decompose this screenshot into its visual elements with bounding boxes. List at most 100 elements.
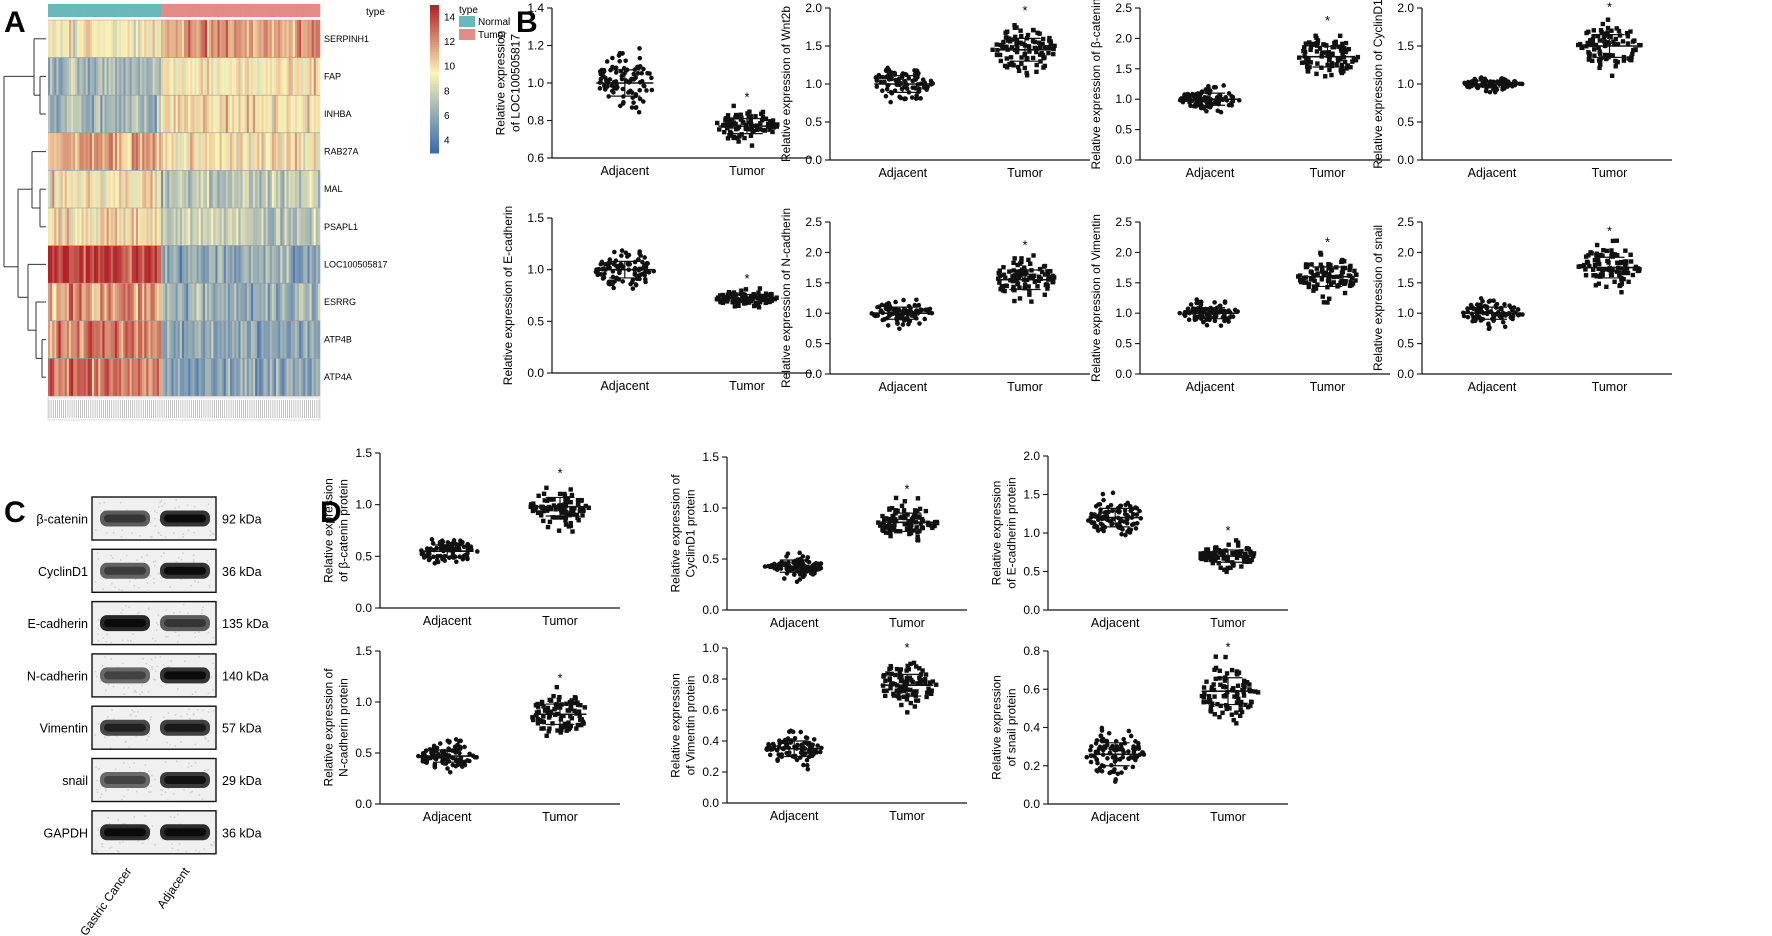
heatmap-cell [309, 208, 312, 246]
heatmap-cell [129, 245, 132, 284]
data-point [770, 129, 775, 135]
heatmap-cell [236, 95, 239, 134]
data-point [1626, 279, 1631, 284]
heatmap-cell [217, 170, 220, 209]
data-point [571, 512, 577, 517]
heatmap-cell [286, 358, 289, 397]
heatmap-cell [119, 358, 122, 397]
y-tick-label: 0.0 [527, 366, 544, 380]
heatmap-cell [108, 358, 112, 397]
y-tick-label: 1.4 [527, 1, 544, 15]
heatmap-cell [179, 57, 183, 96]
heatmap-cell [303, 57, 306, 96]
type-annotation-cell [179, 4, 183, 17]
blot-noise [155, 622, 158, 624]
blot-noise [151, 536, 153, 538]
heatmap-cell [315, 95, 319, 134]
data-point [1001, 265, 1006, 270]
type-annotation-cell [173, 4, 176, 17]
heatmap-cell [269, 95, 273, 134]
heatmap-cell [234, 132, 237, 171]
heatmap-cell [50, 320, 53, 359]
heatmap-cell [240, 283, 243, 322]
heatmap-cell [198, 170, 202, 209]
heatmap-cell [156, 358, 160, 397]
data-point [1603, 42, 1608, 48]
data-point [453, 546, 458, 551]
heatmap-cell [131, 208, 135, 246]
y-tick-label: 0.5 [1397, 115, 1414, 129]
heatmap-cell [169, 95, 172, 134]
data-point [1299, 279, 1304, 285]
data-point [997, 268, 1002, 273]
heatmap-cell [156, 170, 160, 209]
data-point [795, 742, 800, 748]
data-point [1211, 84, 1217, 90]
heatmap-cell [175, 57, 179, 96]
type-annotation-cell [255, 4, 258, 17]
heatmap-cell [313, 170, 317, 209]
data-point [1126, 728, 1132, 734]
data-point [617, 103, 623, 109]
data-point [1583, 273, 1589, 278]
heatmap-cell [225, 57, 229, 96]
type-annotation-cell [177, 4, 181, 17]
heatmap-cell [121, 283, 124, 322]
data-point [1248, 550, 1253, 556]
heatmap-cell [280, 20, 283, 58]
heatmap-cell [102, 283, 105, 322]
data-point [1314, 71, 1319, 77]
heatmap-cell [91, 132, 95, 171]
type-annotation-cell [309, 4, 312, 17]
type-annotation-cell [96, 4, 99, 17]
data-point [1623, 264, 1628, 269]
heatmap-cell [66, 95, 70, 134]
heatmap-cell [294, 320, 298, 359]
heatmap-cell [294, 358, 298, 397]
data-point [639, 70, 644, 76]
heatmap-cell [144, 170, 147, 209]
heatmap-cell [173, 57, 176, 96]
data-point [912, 704, 918, 709]
colorbar-swatch [430, 83, 439, 87]
blot-noise [159, 519, 161, 521]
data-point [1609, 73, 1615, 79]
data-point [1008, 55, 1014, 60]
y-tick-label: 0.0 [805, 367, 822, 381]
data-point [807, 567, 813, 572]
heatmap-cell [112, 358, 116, 397]
data-point [748, 126, 753, 132]
data-point [560, 510, 565, 515]
data-point [1000, 288, 1006, 293]
data-point [576, 709, 582, 714]
data-point [920, 519, 926, 524]
heatmap-cell [135, 283, 139, 322]
y-axis-label: Relative expression [990, 481, 1004, 586]
heatmap-cell [102, 95, 105, 134]
colorbar-swatch [430, 17, 439, 21]
heatmap-cell [96, 320, 99, 359]
heatmap-cell [207, 358, 210, 397]
heatmap-cell [66, 208, 70, 246]
heatmap-cell [52, 245, 55, 284]
blot-noise [182, 536, 184, 538]
heatmap-cell [173, 283, 176, 322]
data-point [1233, 538, 1239, 543]
data-point [1590, 37, 1596, 42]
data-point [1225, 565, 1230, 571]
heatmap-cell [278, 132, 281, 171]
data-point [907, 675, 913, 680]
type-annotation-cell [215, 4, 218, 17]
gene-labels: SERPINH1FAPINHBARAB27AMALPSAPL1LOC100505… [324, 34, 388, 382]
data-point [607, 77, 613, 82]
data-point [915, 530, 920, 535]
type-annotation-cell [160, 4, 164, 17]
data-point [575, 515, 580, 521]
heatmap-cell [75, 320, 78, 359]
data-point [1304, 55, 1309, 61]
heatmap-cell [305, 208, 308, 246]
data-point [1297, 273, 1303, 278]
blot-noise [178, 557, 180, 559]
heatmap-cell [317, 245, 321, 284]
